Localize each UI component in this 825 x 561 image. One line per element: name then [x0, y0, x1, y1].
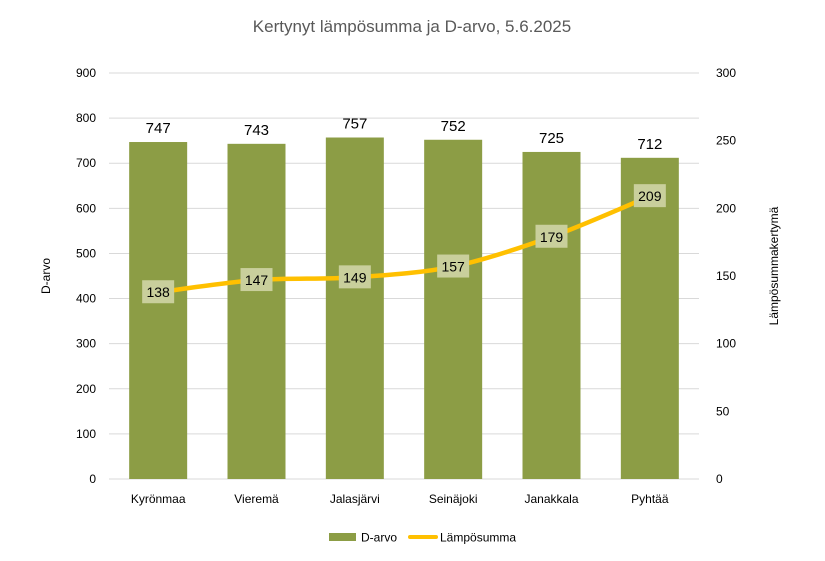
bar-series-d-arvo — [129, 137, 679, 479]
line-data-label-box — [338, 265, 371, 289]
y-tick-label: 500 — [76, 246, 96, 260]
y-tick-label: 200 — [76, 382, 96, 396]
line-data-label: 147 — [245, 272, 269, 288]
bar-data-label: 752 — [441, 118, 466, 135]
y2-tick-label: 0 — [716, 472, 723, 486]
legend: D-arvo Lämpösumma — [329, 531, 516, 545]
y-tick-label: 100 — [76, 427, 96, 441]
y-tick-label: 0 — [89, 472, 96, 486]
bar-d-arvo — [424, 139, 483, 479]
bar-d-arvo — [227, 143, 286, 479]
x-tick-label: Janakkala — [524, 492, 578, 506]
y-axis-left-ticks: 0 100 200 300 400 500 600 700 800 900 — [76, 66, 96, 486]
bar-data-label: 747 — [146, 120, 171, 137]
y-axis-right-ticks: 0 50 100 150 200 250 300 — [716, 66, 736, 486]
bar-d-arvo — [620, 157, 679, 479]
legend-label-d-arvo: D-arvo — [361, 531, 397, 545]
line-data-label-box — [633, 184, 666, 208]
x-tick-label: Vieremä — [234, 492, 279, 506]
x-tick-label: Seinäjoki — [429, 492, 478, 506]
line-data-label-box — [142, 280, 175, 304]
line-data-label: 209 — [638, 188, 662, 204]
y2-tick-label: 200 — [716, 201, 736, 215]
bar-d-arvo — [325, 137, 384, 479]
y-tick-label: 700 — [76, 156, 96, 170]
x-tick-label: Kyrönmaa — [131, 492, 186, 506]
y2-tick-label: 150 — [716, 269, 736, 283]
bar-data-label: 757 — [342, 116, 367, 133]
line-data-label-box — [240, 268, 273, 292]
y-tick-label: 900 — [76, 66, 96, 80]
y2-tick-label: 250 — [716, 134, 736, 148]
x-tick-label: Jalasjärvi — [330, 492, 380, 506]
gridlines — [109, 72, 699, 480]
bar-d-arvo — [129, 142, 188, 479]
y-tick-label: 300 — [76, 337, 96, 351]
bar-d-arvo — [522, 151, 581, 479]
y-tick-label: 400 — [76, 292, 96, 306]
y-axis-right-title: Lämpösummakertymä — [767, 206, 781, 325]
y-tick-label: 800 — [76, 111, 96, 125]
line-data-label: 138 — [146, 284, 170, 300]
line-data-labels: 138 147 149 157 179 209 — [142, 184, 666, 304]
y2-tick-label: 100 — [716, 337, 736, 351]
bar-data-label: 725 — [539, 130, 564, 147]
line-data-label-box — [437, 254, 470, 278]
legend-swatch-d-arvo — [329, 533, 356, 541]
bar-data-label: 743 — [244, 122, 269, 139]
line-data-label: 157 — [441, 259, 465, 275]
y-tick-label: 600 — [76, 201, 96, 215]
y-axis-left-title: D-arvo — [39, 258, 53, 294]
bar-data-labels: 747 743 757 752 725 712 — [146, 116, 663, 153]
line-data-label: 179 — [540, 229, 564, 245]
legend-label-lampösumma: Lämpösumma — [440, 531, 516, 545]
line-data-label-box — [535, 224, 568, 248]
x-tick-label: Pyhtää — [631, 492, 669, 506]
chart-title: Kertynyt lämpösumma ja D-arvo, 5.6.2025 — [253, 17, 571, 36]
y2-tick-label: 300 — [716, 66, 736, 80]
y2-tick-label: 50 — [716, 404, 730, 418]
bar-data-label: 712 — [637, 136, 662, 153]
line-data-label: 149 — [343, 269, 367, 285]
x-axis-ticks: Kyrönmaa Vieremä Jalasjärvi Seinäjoki Janakk… — [131, 492, 669, 506]
